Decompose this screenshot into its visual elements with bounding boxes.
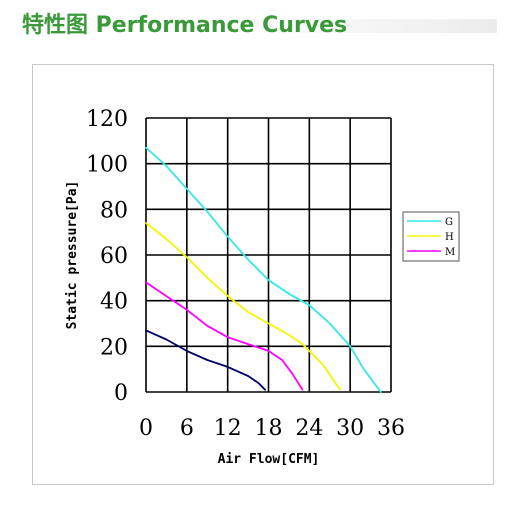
x-tick-label: 24 xyxy=(295,416,323,441)
y-tick-label: 20 xyxy=(100,335,128,360)
legend-label-g: G xyxy=(445,217,453,228)
x-tick-label: 18 xyxy=(255,416,283,441)
series-line-g xyxy=(145,146,382,393)
x-tick-label: 30 xyxy=(336,416,364,441)
legend-label-m: M xyxy=(445,247,455,258)
x-tick-label: 36 xyxy=(377,416,405,441)
y-tick-label: 0 xyxy=(114,381,128,406)
x-tick-label: 6 xyxy=(180,416,194,441)
chart-panel: 0 20 40 60 80 100 120 0 6 12 18 24 30 36 Air Flow[CFM]… xyxy=(32,64,494,485)
y-tick-label: 120 xyxy=(86,107,128,132)
y-tick-label: 80 xyxy=(100,198,128,223)
series-line-unnamed xyxy=(145,329,267,391)
y-axis-label: Static pressure[Pa] xyxy=(65,181,80,330)
header-decoration-bar xyxy=(232,19,497,33)
y-tick-label: 100 xyxy=(86,153,128,178)
series-line-m xyxy=(145,281,304,391)
legend-label-h: H xyxy=(445,232,454,243)
page-title: 特性图 Performance Curves xyxy=(22,13,348,38)
x-tick-label: 0 xyxy=(139,416,153,441)
series-line-h xyxy=(145,222,341,391)
y-tick-label: 60 xyxy=(100,244,128,269)
x-axis-label: Air Flow[CFM] xyxy=(218,452,320,467)
x-tick-label: 12 xyxy=(214,416,242,441)
header: 特性图 Performance Curves xyxy=(22,10,497,42)
y-tick-label: 40 xyxy=(100,290,128,315)
performance-chart: 0 20 40 60 80 100 120 0 6 12 18 24 30 36 Air Flow[CFM]… xyxy=(65,107,460,467)
